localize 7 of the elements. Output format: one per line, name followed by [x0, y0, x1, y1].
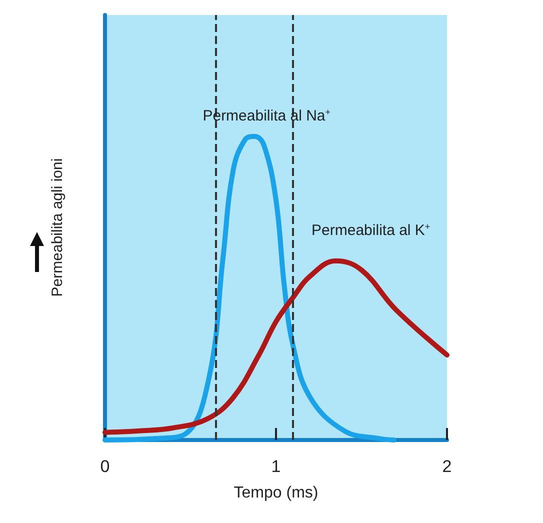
series-label: Permeabilita al K+	[312, 221, 430, 239]
x-tick-label: 2	[442, 457, 452, 476]
series-label: Permeabilita al Na+	[202, 106, 331, 124]
y-axis-title: Permeabilita agli ioni	[49, 158, 66, 297]
x-tick-label: 0	[100, 457, 110, 476]
x-axis-title: Tempo (ms)	[234, 484, 318, 502]
x-tick-label: 1	[271, 457, 281, 476]
